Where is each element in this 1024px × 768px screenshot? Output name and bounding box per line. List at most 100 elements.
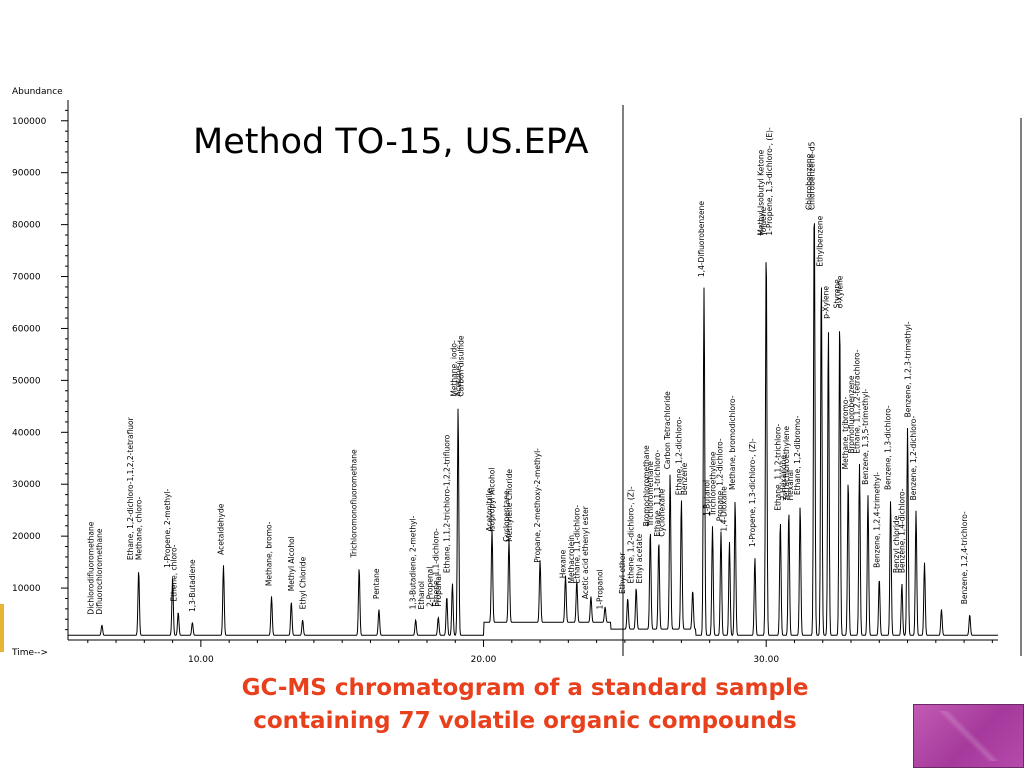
- peak-label: 1-Propanol: [595, 569, 604, 609]
- peak-label: Benzene, 1,3,5-trimethyl-: [861, 389, 870, 485]
- chart-title: Method TO-15, US.EPA: [193, 122, 589, 162]
- peak-label: Ethylbenzene: [816, 215, 825, 266]
- peak-label: Acetonitrile: [485, 488, 494, 531]
- peak-label: Tetrachloroethylene: [782, 426, 791, 502]
- peak-label: Ethyl ether: [618, 552, 627, 594]
- peak-label: 1,3-Butadiene: [188, 559, 197, 612]
- peak-label: Benzene, 1,2-dichloro-: [909, 416, 918, 501]
- peak-label: Propane, 2-methoxy-2-methyl-: [533, 448, 542, 563]
- chromatogram-trace: [68, 223, 998, 636]
- y-tick-label: 80000: [12, 221, 41, 231]
- peak-label: Hexanal: [786, 470, 795, 501]
- peak-label: 1,3-Butadiene, 2-methyl-: [409, 515, 418, 609]
- peak-label: Benzene, 1,2,4-trichloro-: [960, 511, 969, 604]
- y-tick-label: 70000: [12, 273, 41, 283]
- peak-label: Ethane, 1,1,1-trichloro-: [653, 450, 662, 537]
- peak-label: Ethane, 1,1,2-trichloro-: [773, 424, 782, 511]
- peak-label: o-Xylene: [835, 275, 844, 308]
- x-tick-label: 10.00: [188, 655, 214, 665]
- peak-label: Pentane: [372, 568, 381, 599]
- peak-label: 1-Propene, 1,3-dichloro-, (Z)-: [748, 438, 757, 547]
- peak-label: Benzene, 1,2,3-trimethyl-: [903, 321, 912, 417]
- peak-label: Benzene, 1,3-dichloro-: [884, 405, 893, 490]
- peak-label: Bromochloromethane: [642, 445, 651, 527]
- y-tick-label: 60000: [12, 324, 41, 334]
- peak-label: 2-Propenal: [426, 567, 435, 607]
- y-tick-label: 100000: [12, 117, 47, 127]
- peak-label: Ethene, 1,1-dichloro-: [431, 528, 440, 607]
- peak-label: Methylene Chloride: [505, 469, 514, 542]
- peak-label: Methacrolein: [567, 535, 576, 584]
- y-axis-ticks: 10000 20000 30000 40000 50000 60000 70000 80000…: [12, 109, 68, 631]
- x-tick-label: 30.00: [753, 655, 779, 665]
- peak-label: 1-Butanol: [703, 480, 712, 516]
- peak-label: Carbon Tetrachloride: [663, 391, 672, 469]
- peak-label: Methane, bromo-: [264, 521, 273, 586]
- peak-label: Trichloromonofluoromethane: [349, 449, 358, 558]
- peak-label: Ethane, 1,2-dichloro-1,1,2,2-tetrafluor: [126, 416, 135, 560]
- peak-annotations: Dichlorodifluoromethane Difluorochloromet…: [86, 127, 968, 615]
- y-tick-label: 50000: [12, 376, 41, 386]
- peak-label: Hexane: [558, 549, 567, 578]
- caption-line-2: containing 77 volatile organic compounds: [253, 708, 797, 734]
- peak-label: Methane, chloro-: [135, 496, 144, 560]
- peak-label: 1-Propene, 1,3-dichloro-, (E)-: [765, 127, 774, 236]
- peak-label: Benzene, 1,4-dichloro-: [898, 488, 907, 573]
- peak-label: Benzene: [680, 462, 689, 495]
- peak-label: Ethane, 1,2-dibromo-: [793, 415, 802, 495]
- peak-label: Ethene, 1,2-dichloro-, (Z)-: [626, 486, 635, 583]
- peak-label: Methane, tribromo-: [841, 396, 850, 469]
- y-tick-label: 40000: [12, 428, 41, 438]
- y-tick-label: 30000: [12, 480, 41, 490]
- peak-label: Ethane, 1,1,2,2-tetrachloro-: [852, 349, 861, 453]
- peak-label: Carbon disulfide: [457, 335, 466, 396]
- caption-line-1: GC-MS chromatogram of a standard sample: [241, 675, 809, 701]
- x-axis-label: Time-->: [11, 648, 48, 658]
- y-tick-label: 10000: [12, 584, 41, 594]
- peak-label: Ethyl acetate: [635, 533, 644, 583]
- peak-label: Cyclopentane: [502, 490, 511, 542]
- peak-label: Styrene: [833, 279, 842, 308]
- y-tick-label: 20000: [12, 532, 41, 542]
- peak-label: Benzene, 1,2,4-trimethyl-: [872, 472, 881, 568]
- peak-label: p-Xylene: [821, 286, 830, 319]
- peak-label: Methyl Alcohol: [287, 536, 296, 591]
- peak-label: Acetaldehyde: [217, 503, 226, 555]
- peak-label: Dichlorodifluoromethane: [86, 521, 95, 614]
- peak-label: Ethene, chloro-: [170, 544, 179, 601]
- peak-label: 1,4-Difluorobenzene: [697, 201, 706, 277]
- peak-label: 1,4-Dioxane: [720, 486, 729, 532]
- peak-label: Ethanol: [417, 581, 426, 609]
- peak-label: Ethane, 1,1,2-trichloro-1,2,2-trifluoro: [443, 434, 452, 573]
- x-axis-ticks: 10.00 20.00 30.00: [87, 640, 993, 665]
- peak-label: Acetone: [454, 366, 463, 397]
- peak-label: Ethane, 1,1-dichloro-: [573, 505, 582, 584]
- y-tick-label: 90000: [12, 169, 41, 179]
- peak-label: Propane, 1,2-dichloro-: [715, 438, 724, 521]
- peak-label: Cyclohexane: [657, 488, 666, 536]
- peak-label: Trichloromethane: [646, 461, 655, 528]
- peak-label: 2-Hexanone: [779, 455, 788, 501]
- decorative-left-accent: [0, 604, 4, 652]
- peak-label: Ethyl Chloride: [298, 556, 307, 609]
- peak-label: Isopropyl Alcohol: [488, 468, 497, 532]
- chart-axes: [67, 100, 1022, 656]
- peak-label: Methyl Isobutyl Ketone: [756, 149, 765, 235]
- peak-label: Chlorobenzene: [804, 153, 813, 210]
- peak-label: Methane, iodo-: [450, 340, 459, 397]
- peak-label: Benzyl chloride: [892, 515, 901, 573]
- decorative-corner-box: [913, 704, 1024, 768]
- peak-label: Ethane, 1,2-dichloro-: [674, 416, 683, 495]
- peak-label: Difluorochloromethane: [95, 528, 104, 614]
- peak-label: 1-Propene, 2-methyl-: [163, 488, 172, 568]
- peak-label: Acetic acid ethenyl ester: [581, 505, 590, 599]
- peak-label: Methane, bromodichloro-: [728, 395, 737, 490]
- peak-label: Bromofluorobenzene: [847, 375, 856, 454]
- x-tick-label: 20.00: [471, 655, 497, 665]
- peak-label: Trichloroethylene: [708, 451, 717, 517]
- peak-label: Propanal: [434, 574, 443, 607]
- y-axis-label: Abundance: [12, 87, 63, 97]
- peak-label: Toluene: [759, 206, 768, 236]
- peak-label: Chlorobenzene-d5: [807, 141, 816, 210]
